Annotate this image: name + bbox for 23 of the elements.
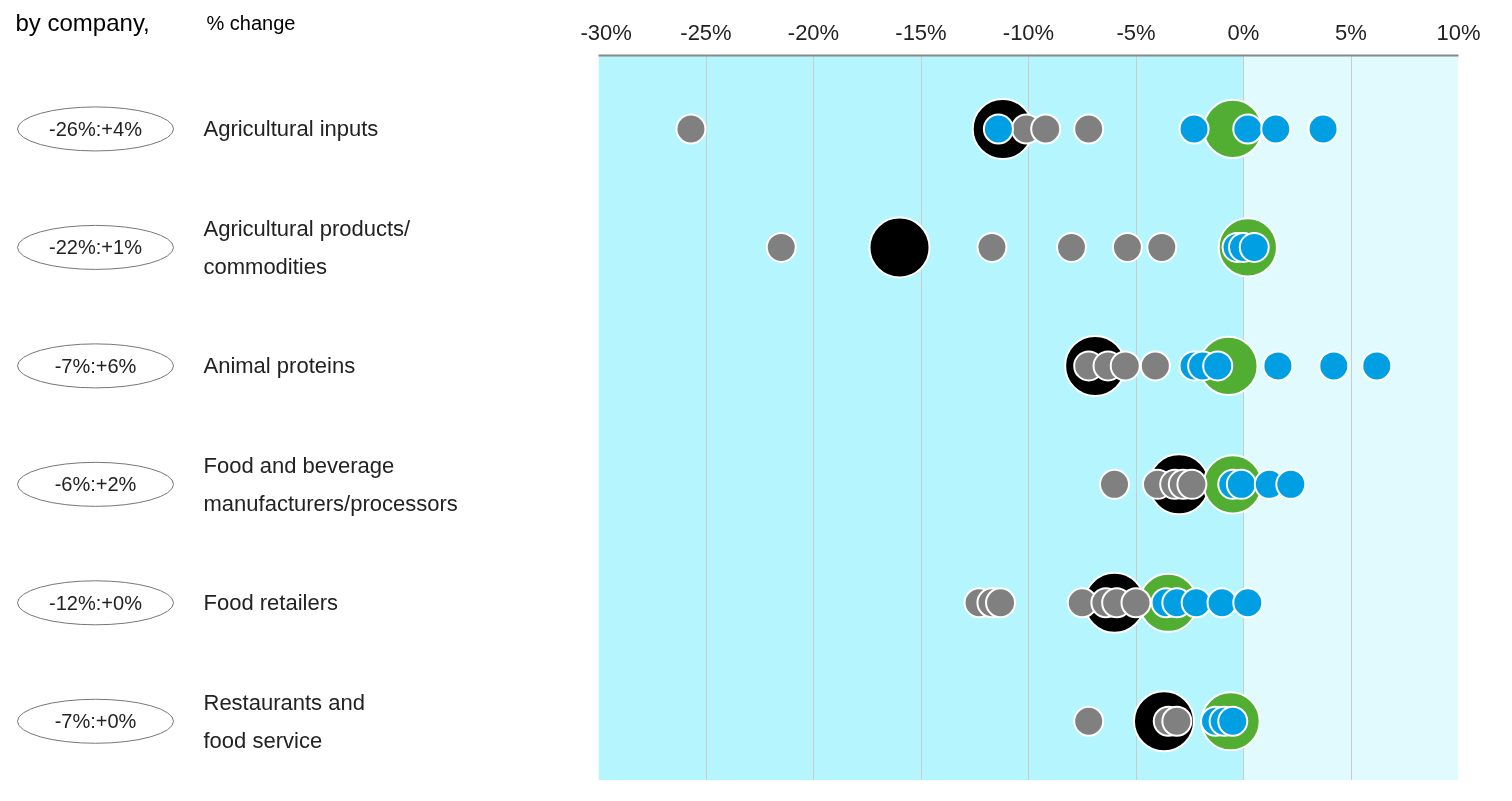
x-tick-label: -30% [580, 19, 632, 45]
y-tick-label: Food retailers [203, 590, 339, 616]
y-tick-label: Food and beverage manufacturers/processors [203, 453, 458, 516]
x-tick-label: -5% [1116, 19, 1156, 45]
x-tick-label: -15% [895, 19, 947, 45]
text: -7%:+6% [54, 354, 137, 377]
text: % change [206, 11, 296, 34]
x-tick-label: -20% [787, 19, 840, 45]
y-tick-label: Animal proteins [203, 353, 356, 379]
text: -12%:+0% [49, 591, 143, 614]
y-tick-label: Restaurants and food service [203, 690, 365, 753]
x-tick-label: -25% [680, 19, 732, 45]
x-tick-label: 10% [1436, 19, 1481, 45]
x-tick-label: -10% [1002, 19, 1055, 45]
x-tick-label: 0% [1227, 19, 1260, 45]
text: by company, [15, 9, 150, 36]
text: -26%:+4% [49, 117, 143, 140]
text: -6%:+2% [54, 473, 137, 496]
text: -22%:+1% [49, 236, 143, 259]
y-tick-label: Agricultural inputs [203, 116, 379, 142]
text: -7%:+0% [54, 710, 137, 733]
y-tick-label: Agricultural products/ commodities [203, 216, 412, 279]
x-tick-label: 5% [1335, 19, 1367, 45]
